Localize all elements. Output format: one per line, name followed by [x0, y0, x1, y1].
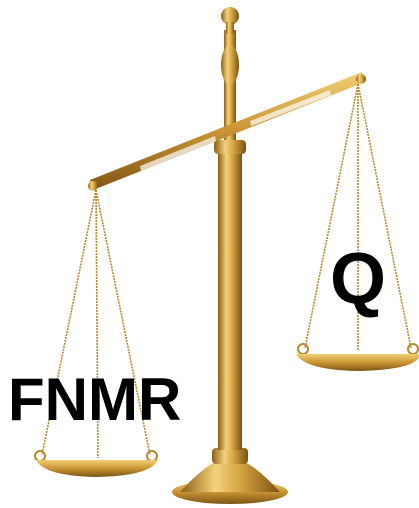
base	[172, 448, 288, 504]
left-label: FNMR	[8, 366, 181, 433]
pole	[214, 7, 246, 450]
balance-scale: FNMR Q	[0, 0, 419, 508]
right-pan	[296, 84, 419, 371]
left-pan	[35, 190, 158, 477]
right-label: Q	[330, 239, 386, 319]
